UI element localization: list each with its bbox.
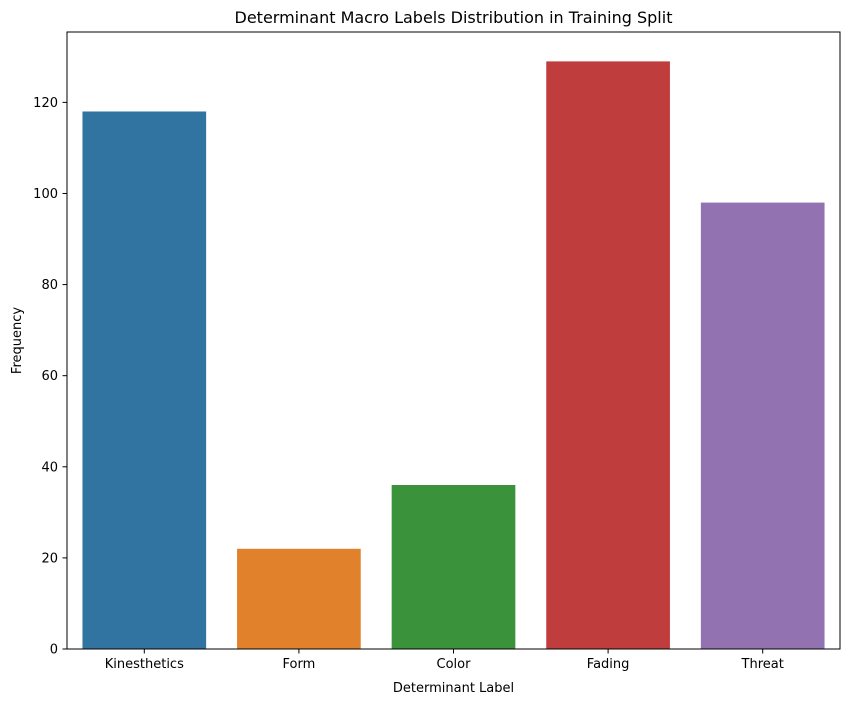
y-tick-label: 80 xyxy=(41,278,58,293)
chart-title: Determinant Macro Labels Distribution in… xyxy=(235,8,673,27)
x-axis-ticks: Kinesthetics Form Color Fading Threat xyxy=(105,649,784,672)
x-tick-label: Threat xyxy=(741,657,784,672)
y-axis-ticks: 0 20 40 60 80 100 120 xyxy=(33,96,67,658)
bar-fading xyxy=(546,61,670,649)
x-tick-label: Form xyxy=(283,657,316,672)
y-tick-label: 40 xyxy=(41,460,58,475)
x-axis-label: Determinant Label xyxy=(393,681,514,696)
x-tick-label: Color xyxy=(437,657,472,672)
y-axis-label: Frequency xyxy=(10,307,25,374)
y-tick-label: 0 xyxy=(50,643,58,658)
y-tick-label: 120 xyxy=(33,96,58,111)
y-tick-label: 20 xyxy=(41,551,58,566)
bars-group xyxy=(82,61,825,650)
bar-color xyxy=(391,485,516,649)
y-tick-label: 100 xyxy=(33,187,58,202)
y-tick-label: 60 xyxy=(41,369,58,384)
bar-form xyxy=(237,548,361,649)
x-tick-label: Fading xyxy=(587,657,630,672)
bar-threat xyxy=(700,202,825,649)
bar-kinesthetics xyxy=(82,111,207,650)
x-tick-label: Kinesthetics xyxy=(105,657,184,672)
